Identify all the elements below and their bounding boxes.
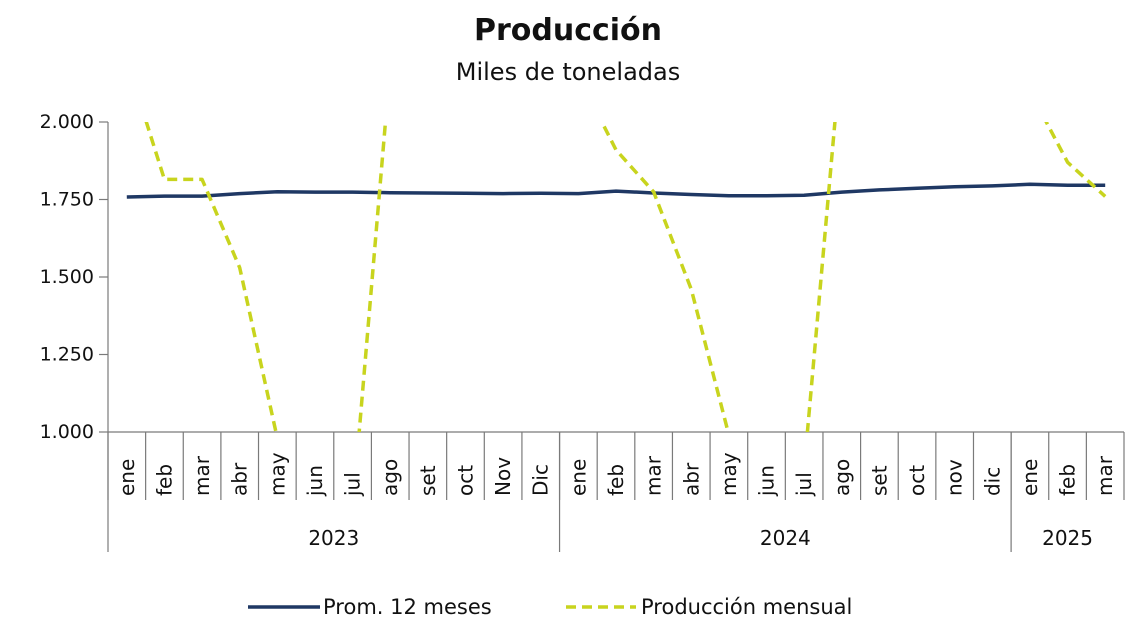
chart-title: Producción xyxy=(474,13,662,48)
x-tick-label: Dic xyxy=(529,464,553,496)
x-tick-label: may xyxy=(265,452,289,496)
x-tick-label: ago xyxy=(378,459,402,496)
x-tick-label: may xyxy=(717,452,741,496)
x-tick-label: mar xyxy=(190,455,214,496)
x-tick-label: nov xyxy=(943,459,967,496)
x-tick-label: oct xyxy=(453,465,477,496)
x-tick-label: feb xyxy=(604,464,628,496)
legend-label-prom-12-meses: Prom. 12 meses xyxy=(323,595,492,619)
x-tick-label: jun xyxy=(755,465,779,497)
y-axis-tick-labels: 1.000 1.250 1.500 1.750 2.000 xyxy=(40,111,109,443)
y-tick-label: 1.500 xyxy=(40,266,94,288)
x-year-label: 2024 xyxy=(760,526,811,550)
x-tick-label: feb xyxy=(152,464,176,496)
series-layer xyxy=(126,122,1107,432)
x-tick-label: set xyxy=(416,465,440,496)
x-tick-label: oct xyxy=(905,465,929,496)
x-tick-label: ene xyxy=(566,459,590,496)
x-tick-label: jul xyxy=(792,472,816,497)
x-year-label: 2025 xyxy=(1042,526,1093,550)
legend: Prom. 12 meses Producción mensual xyxy=(248,595,852,619)
x-tick-label: ene xyxy=(1018,459,1042,496)
y-tick-label: 1.250 xyxy=(40,344,94,366)
x-tick-label: dic xyxy=(980,467,1004,496)
y-tick-label: 2.000 xyxy=(40,111,94,133)
x-tick-label: ene xyxy=(115,459,139,496)
x-tick-label: mar xyxy=(1093,455,1117,496)
x-year-label: 2023 xyxy=(308,526,359,550)
x-axis: ene feb mar abr may jun jul ago set oct Nov Dic ene f… xyxy=(107,431,1125,552)
x-tick-label: jun xyxy=(303,465,327,497)
y-tick-label: 1.750 xyxy=(40,189,94,211)
x-tick-label: mar xyxy=(642,455,666,496)
x-tick-label: set xyxy=(867,465,891,496)
series-line-0 xyxy=(126,182,1106,199)
chart-subtitle: Miles de toneladas xyxy=(456,58,680,86)
x-tick-label: jul xyxy=(341,472,365,497)
x-tick-label: abr xyxy=(228,462,252,496)
x-tick-label: ago xyxy=(830,459,854,496)
y-tick-label: 1.000 xyxy=(40,421,94,443)
x-tick-label: feb xyxy=(1056,464,1080,496)
x-tick-label: abr xyxy=(679,462,703,496)
legend-label-produccion-mensual: Producción mensual xyxy=(641,595,852,619)
x-tick-label: Nov xyxy=(491,457,515,496)
